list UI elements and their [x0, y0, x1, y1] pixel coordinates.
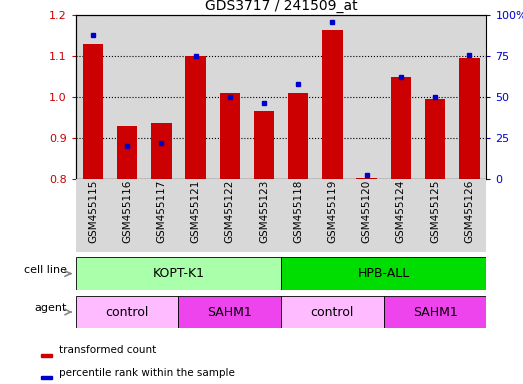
Bar	[178, 179, 213, 252]
Text: GSM455126: GSM455126	[464, 180, 474, 243]
Text: GSM455119: GSM455119	[327, 180, 337, 243]
Bar	[425, 99, 445, 179]
Text: agent: agent	[35, 303, 67, 313]
Bar	[315, 179, 349, 252]
Bar	[281, 296, 384, 328]
Text: GSM455121: GSM455121	[190, 180, 201, 243]
Bar	[178, 296, 281, 328]
Bar	[213, 15, 247, 179]
Text: SAHM1: SAHM1	[413, 306, 458, 318]
Bar	[76, 15, 110, 179]
Text: GSM455118: GSM455118	[293, 180, 303, 243]
Bar	[349, 179, 384, 252]
Bar	[41, 376, 52, 379]
Bar	[418, 179, 452, 252]
Bar	[281, 15, 315, 179]
Bar	[356, 178, 377, 179]
Text: GSM455125: GSM455125	[430, 180, 440, 243]
Bar	[41, 354, 52, 356]
Bar	[288, 93, 309, 179]
Bar	[83, 44, 103, 179]
Text: GSM455116: GSM455116	[122, 180, 132, 243]
Bar	[315, 15, 349, 179]
Bar	[384, 179, 418, 252]
Text: GSM455124: GSM455124	[396, 180, 406, 243]
Bar	[117, 126, 138, 179]
Text: GSM455117: GSM455117	[156, 180, 166, 243]
Text: control: control	[311, 306, 354, 318]
Bar	[254, 111, 274, 179]
Bar	[185, 56, 206, 179]
Text: percentile rank within the sample: percentile rank within the sample	[59, 367, 235, 377]
Bar	[76, 257, 281, 290]
Bar	[452, 15, 486, 179]
Bar	[391, 76, 411, 179]
Bar	[247, 15, 281, 179]
Title: GDS3717 / 241509_at: GDS3717 / 241509_at	[205, 0, 357, 13]
Bar	[213, 179, 247, 252]
Text: GSM455120: GSM455120	[361, 180, 372, 243]
Bar	[110, 179, 144, 252]
Text: GSM455123: GSM455123	[259, 180, 269, 243]
Bar	[144, 179, 178, 252]
Text: cell line: cell line	[24, 265, 67, 275]
Bar	[322, 30, 343, 179]
Bar	[459, 58, 480, 179]
Bar	[151, 124, 172, 179]
Bar	[220, 93, 240, 179]
Text: KOPT-K1: KOPT-K1	[153, 267, 204, 280]
Text: transformed count: transformed count	[59, 345, 156, 355]
Bar	[178, 15, 213, 179]
Bar	[247, 179, 281, 252]
Bar	[144, 15, 178, 179]
Bar	[349, 15, 384, 179]
Bar	[281, 257, 486, 290]
Bar	[110, 15, 144, 179]
Bar	[281, 179, 315, 252]
Bar	[384, 15, 418, 179]
Text: GSM455122: GSM455122	[225, 180, 235, 243]
Text: control: control	[106, 306, 149, 318]
Text: HPB-ALL: HPB-ALL	[358, 267, 410, 280]
Bar	[76, 179, 110, 252]
Bar	[418, 15, 452, 179]
Text: SAHM1: SAHM1	[208, 306, 252, 318]
Text: GSM455115: GSM455115	[88, 180, 98, 243]
Bar	[76, 296, 178, 328]
Bar	[452, 179, 486, 252]
Bar	[384, 296, 486, 328]
